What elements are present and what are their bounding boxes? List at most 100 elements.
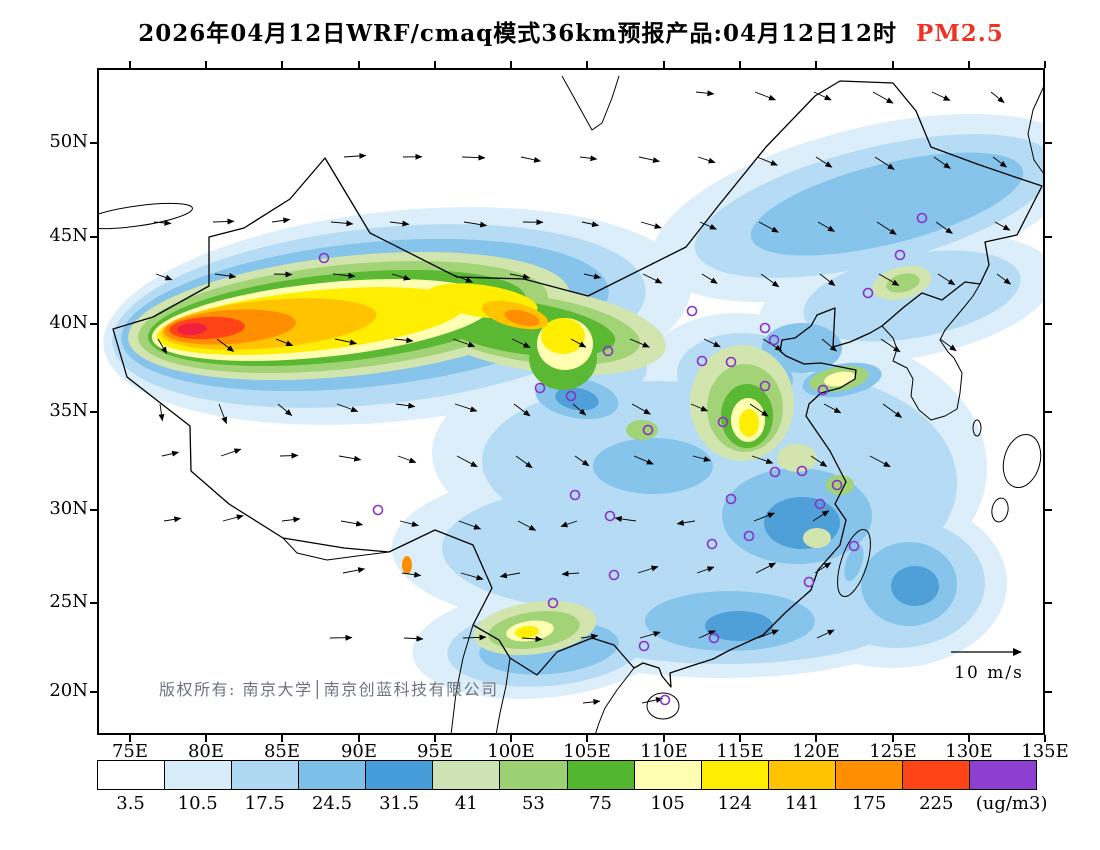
wind-vector-arrow: [614, 516, 637, 522]
wind-vector-arrow: [876, 221, 897, 235]
title-pollutant-label: PM2.5: [916, 20, 1004, 47]
city-marker: [318, 252, 330, 264]
map-frame: 版权所有: 南京大学│南京创蓝科技有限公司 10 m/s: [97, 68, 1045, 735]
wind-vector-arrow: [454, 403, 478, 412]
wind-vector-arrow: [342, 567, 366, 574]
pm25-contour-region: [541, 318, 585, 354]
wind-vector-arrow: [638, 156, 660, 163]
wind-vector-arrow: [990, 91, 1005, 104]
city-marker: [686, 305, 698, 317]
wind-scale-arrow-icon: [951, 648, 1022, 656]
longitude-tick-label: 75E: [111, 741, 149, 762]
longitude-tick-label: 130E: [945, 741, 993, 762]
coastline-line: [450, 624, 474, 735]
city-marker: [848, 540, 860, 552]
axis-tick: [968, 735, 970, 742]
wind-vector-arrow: [878, 273, 900, 286]
wind-vector-arrow: [637, 565, 659, 574]
longitude-tick-label: 90E: [340, 741, 378, 762]
wind-vector-arrow: [399, 520, 419, 527]
axis-tick: [90, 509, 97, 511]
wind-vector-arrow: [161, 450, 180, 457]
latitude-tick-label: 30N: [49, 498, 88, 519]
national-border-outline: [112, 80, 1043, 688]
wind-vector-arrow: [158, 403, 165, 422]
latitude-tick-label: 35N: [49, 400, 88, 421]
wind-vector-arrow: [275, 338, 294, 347]
wind-vector-arrow: [397, 455, 417, 464]
colorbar-cell: [231, 761, 299, 789]
wind-vector-arrow: [821, 338, 837, 352]
wind-vector-arrow: [639, 631, 661, 639]
coastline-line: [881, 283, 981, 421]
wind-vector-arrow: [640, 221, 662, 229]
coastline-line: [561, 75, 620, 131]
axis-tick: [90, 691, 97, 693]
colorbar-tick-label: 10.5: [177, 793, 218, 814]
wind-vector-arrow: [703, 338, 721, 348]
pm25-contour-region: [555, 387, 599, 411]
wind-vector-arrow: [279, 452, 299, 459]
coastline-line: [594, 667, 635, 735]
axis-tick: [586, 61, 588, 68]
latitude-tick-label: 25N: [49, 591, 88, 612]
map-frame-border: [97, 68, 1045, 735]
colorbar-tick-label: 24.5: [311, 793, 353, 814]
wind-vector-arrow: [583, 273, 602, 280]
wind-vector-arrow: [872, 91, 894, 104]
wind-vector-arrow: [460, 572, 484, 581]
axis-tick: [663, 61, 665, 68]
wind-vectors-layer: [153, 90, 1011, 705]
wind-vector-arrow: [462, 634, 487, 641]
colorbar-cell: [432, 761, 500, 789]
city-marker: [717, 416, 729, 428]
axis-tick: [1045, 236, 1052, 238]
wind-vector-arrow: [880, 338, 901, 353]
axis-tick: [90, 602, 97, 604]
wind-vector-arrow: [753, 512, 775, 522]
latitude-tick-label: 50N: [49, 131, 88, 152]
colorbar-tick-label: 75: [589, 793, 613, 814]
wind-vector-arrow: [812, 510, 830, 522]
wind-vector-arrow: [692, 455, 711, 462]
wind-vector-arrow: [937, 273, 956, 286]
colorbar-cell: [969, 761, 1037, 789]
wind-vector-arrow: [515, 455, 533, 469]
map-borders-layer: [97, 75, 1045, 735]
city-marker: [803, 576, 815, 588]
wind-vector-arrow: [749, 403, 769, 417]
axis-tick: [358, 61, 360, 68]
axis-tick: [739, 735, 741, 742]
wind-vector-arrow: [281, 516, 301, 523]
city-marker: [608, 569, 620, 581]
axis-tick: [586, 735, 588, 742]
longitude-tick-label: 110E: [640, 741, 688, 762]
wind-vector-arrow: [273, 271, 293, 278]
axis-tick: [815, 735, 817, 742]
pm25-contour-region: [504, 309, 540, 327]
city-marker: [569, 489, 581, 501]
wind-vector-arrow: [572, 403, 587, 416]
city-marker: [769, 466, 781, 478]
wind-vector-arrow: [155, 273, 173, 281]
plot-frame-rect: [97, 68, 1045, 735]
wind-vector-arrow: [222, 514, 244, 522]
axis-tick: [358, 735, 360, 742]
colorbar-cells: [97, 760, 1037, 790]
colorbar-cell: [298, 761, 366, 789]
wind-vector-arrow: [560, 520, 578, 528]
city-marker: [638, 640, 650, 652]
wind-vector-arrow: [338, 455, 362, 462]
wind-vector-arrow: [699, 221, 717, 230]
axis-tick: [968, 61, 970, 68]
longitude-tick-label: 135E: [1021, 741, 1069, 762]
city-marker: [759, 380, 771, 392]
wind-vector-arrow: [570, 338, 587, 348]
wind-vector-arrow: [697, 156, 716, 164]
axis-tick: [1045, 411, 1052, 413]
axis-tick: [90, 142, 97, 144]
wind-vector-arrow: [456, 455, 478, 468]
longitude-tick-label: 105E: [563, 741, 611, 762]
wind-vector-arrow: [343, 152, 367, 159]
axis-tick: [1045, 509, 1052, 511]
